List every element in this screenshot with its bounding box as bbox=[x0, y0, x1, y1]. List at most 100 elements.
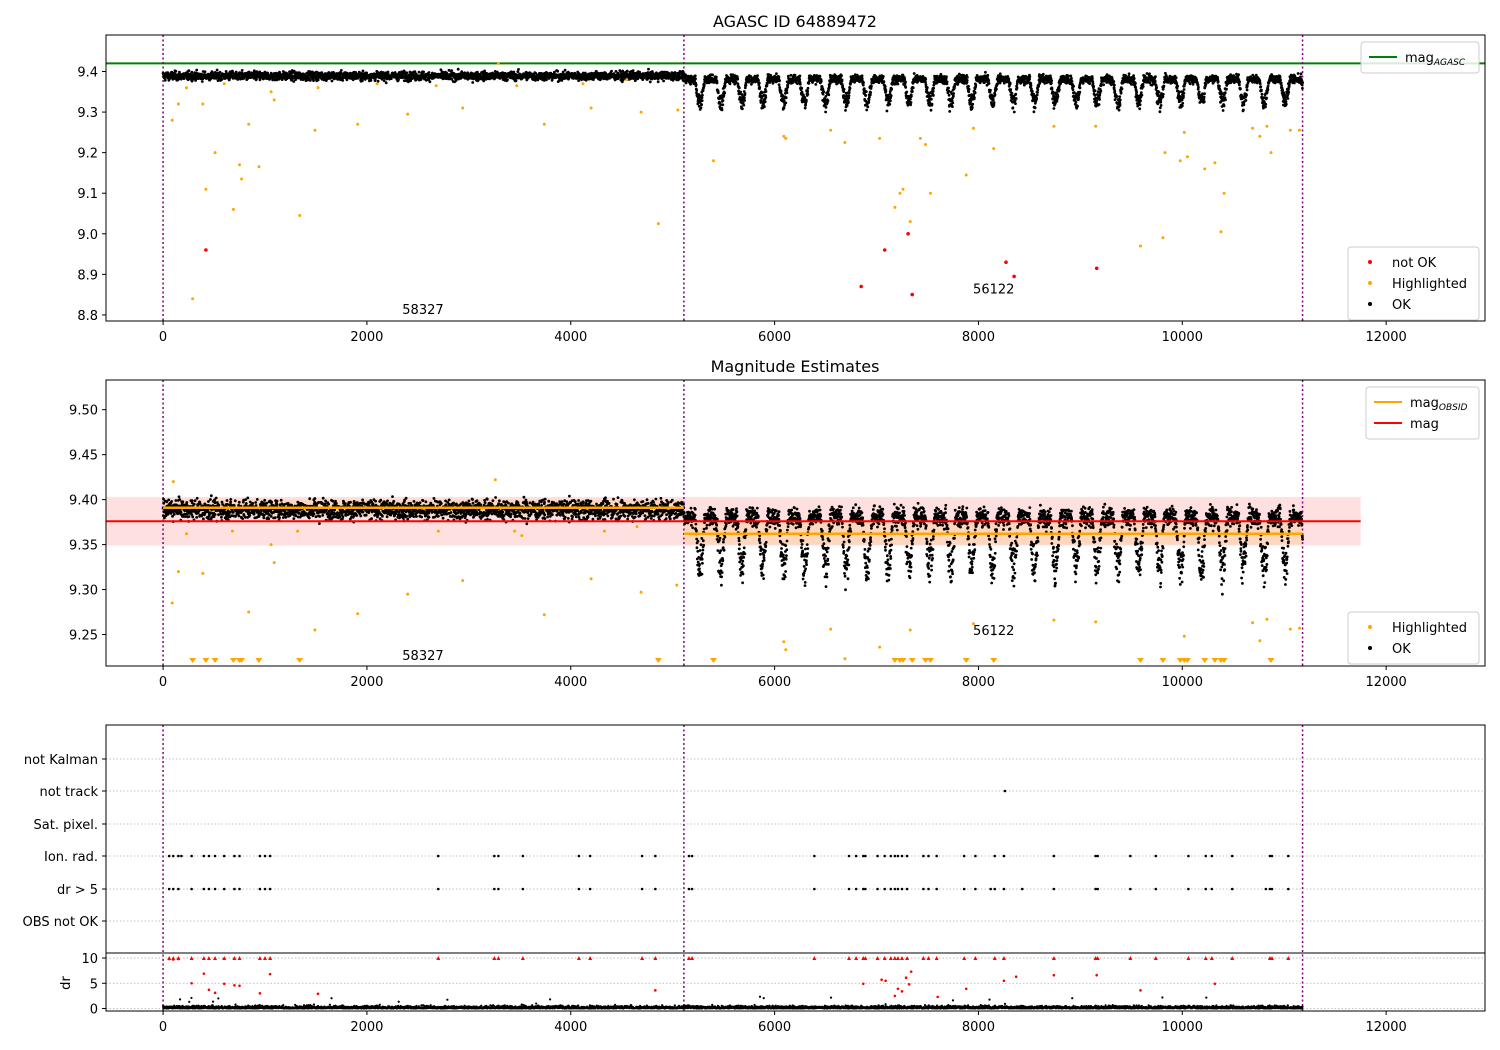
ok-point bbox=[1071, 88, 1075, 92]
ok-point bbox=[763, 105, 766, 109]
ok-point bbox=[860, 74, 864, 78]
ok-point bbox=[610, 69, 613, 73]
ok-point bbox=[190, 79, 194, 82]
ok-point bbox=[925, 86, 929, 89]
ok-point bbox=[890, 88, 893, 91]
ok-point bbox=[924, 80, 927, 84]
agasc-panel: AGASC ID 64889472 0 2000 4000 6000 8000 10000… bbox=[77, 12, 1486, 345]
ok-point bbox=[1176, 84, 1179, 88]
ok-point bbox=[764, 96, 768, 99]
ok-point bbox=[993, 93, 997, 96]
ok-point bbox=[828, 84, 831, 88]
ok-point bbox=[930, 97, 933, 101]
ok-point bbox=[1224, 98, 1227, 102]
ok-point bbox=[951, 101, 955, 105]
ok-point bbox=[847, 91, 851, 95]
ok-point bbox=[743, 92, 747, 95]
ok-point bbox=[203, 70, 207, 74]
ok-point bbox=[1010, 91, 1014, 95]
ok-point bbox=[966, 76, 969, 79]
ok-point bbox=[662, 79, 665, 83]
ok-point bbox=[1155, 86, 1158, 90]
ok-point bbox=[1113, 83, 1116, 87]
ok-point bbox=[327, 71, 331, 74]
ok-point bbox=[402, 79, 406, 83]
ok-point bbox=[806, 86, 810, 90]
ok-point bbox=[339, 69, 343, 72]
ok-point bbox=[798, 82, 802, 86]
ok-point bbox=[924, 77, 928, 81]
ok-point bbox=[712, 81, 716, 84]
ok-point bbox=[951, 105, 954, 108]
ok-point bbox=[252, 69, 256, 73]
ok-point bbox=[700, 96, 704, 99]
ok-point bbox=[450, 69, 454, 72]
ok-point bbox=[909, 97, 912, 101]
ok-point bbox=[756, 74, 759, 78]
ok-point bbox=[1182, 91, 1186, 95]
ok-point bbox=[405, 71, 409, 75]
ok-point bbox=[1029, 84, 1033, 87]
ok-point bbox=[292, 69, 296, 73]
ok-point bbox=[380, 77, 384, 81]
ok-point bbox=[674, 71, 677, 75]
ok-point bbox=[1081, 82, 1085, 85]
ok-point bbox=[1076, 104, 1079, 108]
ok-point bbox=[409, 79, 412, 83]
ok-point bbox=[974, 83, 978, 87]
ok-point bbox=[987, 81, 991, 85]
ok-point bbox=[847, 94, 851, 97]
ok-point bbox=[1097, 103, 1101, 106]
ok-point bbox=[1118, 98, 1122, 102]
ok-point bbox=[389, 77, 393, 80]
ok-point bbox=[218, 70, 222, 74]
ok-point bbox=[867, 98, 871, 102]
ok-point bbox=[1070, 76, 1073, 80]
ok-point bbox=[174, 69, 178, 73]
ok-point bbox=[864, 90, 868, 93]
ok-point bbox=[220, 78, 224, 81]
ok-point bbox=[1139, 91, 1143, 95]
ok-point bbox=[904, 86, 908, 89]
ok-point bbox=[847, 101, 850, 104]
ok-point bbox=[195, 68, 199, 72]
ok-point bbox=[1216, 80, 1220, 83]
ok-point bbox=[803, 106, 807, 110]
ok-point bbox=[1223, 91, 1227, 95]
ok-point bbox=[393, 71, 397, 74]
ok-point bbox=[361, 69, 365, 73]
ok-point bbox=[1077, 96, 1081, 99]
ok-point bbox=[648, 80, 652, 84]
ok-point bbox=[860, 77, 864, 81]
ok-point bbox=[1117, 108, 1121, 112]
ok-point bbox=[1091, 77, 1094, 80]
ok-point bbox=[1124, 74, 1127, 77]
ok-point bbox=[909, 101, 913, 104]
ok-point bbox=[1120, 87, 1124, 91]
ok-point bbox=[910, 94, 913, 98]
ok-point bbox=[805, 98, 808, 102]
ok-point bbox=[1182, 88, 1186, 91]
ok-point bbox=[896, 82, 900, 86]
ok-point bbox=[1197, 85, 1200, 89]
ok-point bbox=[1141, 85, 1145, 88]
ok-point bbox=[947, 86, 950, 90]
ok-point bbox=[827, 93, 831, 97]
ok-point bbox=[1119, 91, 1123, 95]
ok-point bbox=[163, 78, 167, 82]
ok-point bbox=[743, 96, 746, 99]
ok-point bbox=[200, 80, 204, 83]
ok-point bbox=[1056, 95, 1060, 98]
ok-point bbox=[905, 90, 909, 94]
ok-point bbox=[973, 96, 976, 99]
ok-point bbox=[1153, 80, 1157, 84]
ok-point bbox=[1221, 109, 1225, 112]
ok-point bbox=[1095, 99, 1099, 103]
ok-point bbox=[701, 89, 705, 92]
ok-point bbox=[1225, 87, 1228, 91]
ok-point bbox=[1050, 79, 1053, 83]
ok-point bbox=[884, 89, 888, 93]
ok-point bbox=[716, 91, 720, 95]
ok-point bbox=[1074, 100, 1078, 104]
ok-point bbox=[743, 99, 746, 102]
